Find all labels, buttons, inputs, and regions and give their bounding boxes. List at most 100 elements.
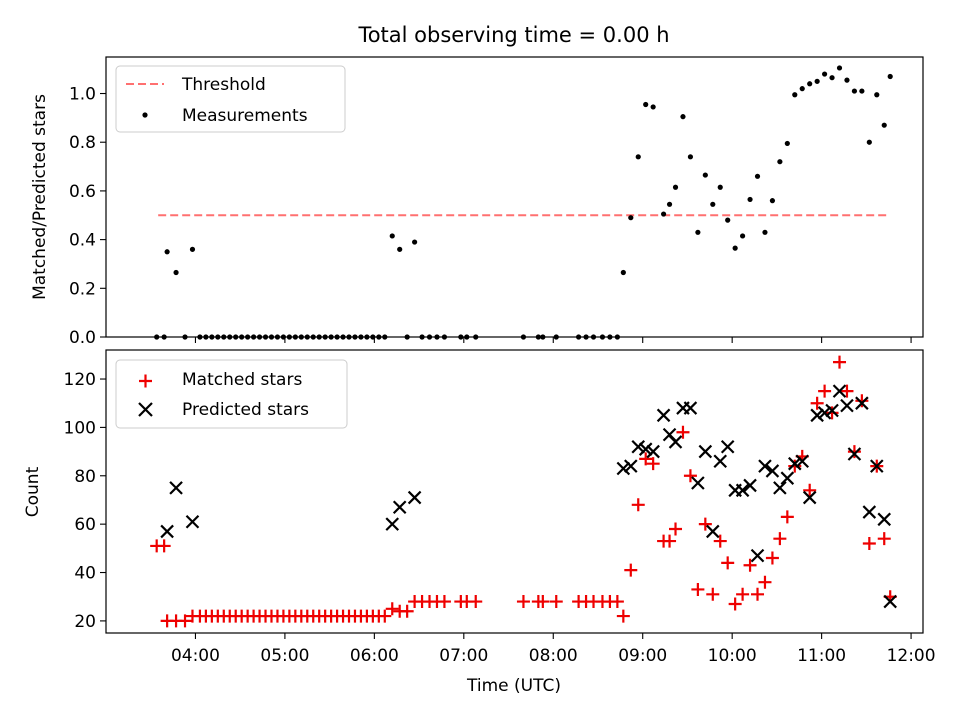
matched-star-point xyxy=(743,558,757,572)
measurement-point xyxy=(397,246,403,252)
predicted-star-point xyxy=(883,594,897,609)
matched-star-point xyxy=(698,517,712,531)
top-y-tick-label: 0.2 xyxy=(69,279,96,299)
bottom-x-tick-label: 05:00 xyxy=(260,646,309,666)
predicted-star-point xyxy=(646,444,660,459)
matched-star-point xyxy=(818,384,832,398)
bottom-x-tick-label: 06:00 xyxy=(350,646,399,666)
predicted-star-point xyxy=(656,408,671,423)
measurement-point xyxy=(695,229,701,235)
matched-star-point xyxy=(803,483,817,497)
predicted-star-point xyxy=(750,548,765,563)
measurement-point xyxy=(851,88,858,94)
matched-star-point xyxy=(788,459,802,473)
measurement-point xyxy=(754,173,761,179)
top-y-tick-label: 0.0 xyxy=(69,328,96,348)
measurement-point xyxy=(710,201,716,207)
legend-measurements-label: Measurements xyxy=(182,106,308,126)
matched-star-point xyxy=(616,609,630,623)
legend-matched-label: Matched stars xyxy=(182,370,302,390)
matched-star-point xyxy=(728,597,742,611)
predicted-star-point xyxy=(802,490,817,505)
predicted-star-point xyxy=(631,439,646,454)
legend-threshold-label: Threshold xyxy=(181,75,266,95)
top-legend: Threshold Measurements xyxy=(115,65,346,133)
matched-star-point xyxy=(840,384,854,398)
measurement-point xyxy=(164,249,170,255)
bottom-x-tick-label: 07:00 xyxy=(439,646,488,666)
predicted-star-point xyxy=(698,444,713,459)
measurement-point xyxy=(762,229,768,235)
predicted-star-point xyxy=(743,478,757,493)
measurement-point xyxy=(660,211,667,217)
matched-star-point xyxy=(713,534,727,548)
matched-star-point xyxy=(378,609,392,623)
matched-star-point xyxy=(610,595,624,609)
bottom-legend-box xyxy=(115,359,348,429)
matched-star-point xyxy=(663,534,677,548)
predicted-star-point xyxy=(735,483,750,498)
measurement-point xyxy=(672,184,679,190)
matched-star-point xyxy=(751,587,765,601)
bottom-y-tick-label: 60 xyxy=(74,515,96,535)
predicted-star-point xyxy=(683,401,698,415)
top-axes-frame xyxy=(105,56,924,338)
bottom-legend: Matched stars Predicted stars xyxy=(115,359,348,429)
predicted-star-point xyxy=(862,505,877,519)
predicted-star-point xyxy=(870,459,884,473)
matched-star-point xyxy=(624,563,638,577)
matched-star-point xyxy=(683,469,697,483)
bottom-x-tick-label: 08:00 xyxy=(529,646,578,666)
measurement-point xyxy=(859,88,865,94)
matched-star-point xyxy=(536,595,550,609)
measurement-point xyxy=(189,246,196,252)
matched-star-point xyxy=(549,595,563,609)
matched-star-point xyxy=(437,595,451,609)
predicted-star-point xyxy=(810,408,824,423)
top-y-axis-label: Matched/Predicted stars xyxy=(30,94,50,300)
predicted-star-point xyxy=(832,384,847,398)
predicted-star-point xyxy=(691,476,705,490)
measurement-point xyxy=(792,92,798,98)
bottom-x-tick-label: 11:00 xyxy=(797,646,846,666)
bottom-y-tick-label: 20 xyxy=(74,612,96,632)
matched-star-point xyxy=(765,551,779,565)
bottom-y-tick-label: 40 xyxy=(74,564,96,584)
measurement-point xyxy=(769,198,776,204)
matched-star-point xyxy=(669,522,683,536)
measurement-point xyxy=(650,104,656,110)
matched-star-point xyxy=(877,532,891,546)
matched-star-point xyxy=(631,498,645,512)
matched-star-point xyxy=(676,425,690,439)
top-y-tick-label: 0.8 xyxy=(69,133,96,153)
predicted-star-point xyxy=(817,406,832,420)
measurement-point xyxy=(666,201,673,207)
measurement-point xyxy=(717,184,723,190)
measurement-point xyxy=(777,159,783,165)
legend-predicted-label: Predicted stars xyxy=(182,400,309,420)
measurement-point xyxy=(635,154,641,160)
measurement-point xyxy=(874,92,880,98)
predicted-star-point xyxy=(773,481,787,495)
matched-star-point xyxy=(736,587,750,601)
matched-star-point xyxy=(810,396,824,410)
bottom-axes-frame xyxy=(105,349,924,634)
bottom-panel: Count 20 40 60 80 100 120 04:00 05:00 06:00 07:00… xyxy=(23,349,936,696)
matched-star-point xyxy=(773,532,787,546)
x-axis-label: Time (UTC) xyxy=(466,676,561,696)
legend-matched-marker xyxy=(139,374,152,388)
measurement-point xyxy=(807,81,813,87)
matched-star-point xyxy=(847,445,861,459)
measurement-point xyxy=(643,101,649,108)
measurement-point xyxy=(389,233,395,239)
predicted-star-point xyxy=(392,500,407,514)
matched-star-point xyxy=(706,587,720,601)
measurement-point xyxy=(732,245,738,251)
bottom-y-tick-label: 80 xyxy=(74,467,96,487)
measurement-point xyxy=(725,217,731,223)
matched-star-point xyxy=(157,539,171,553)
measurement-point xyxy=(173,269,179,276)
matched-star-point xyxy=(639,452,653,466)
matched-star-point xyxy=(385,602,399,616)
predicted-star-point xyxy=(169,481,183,495)
